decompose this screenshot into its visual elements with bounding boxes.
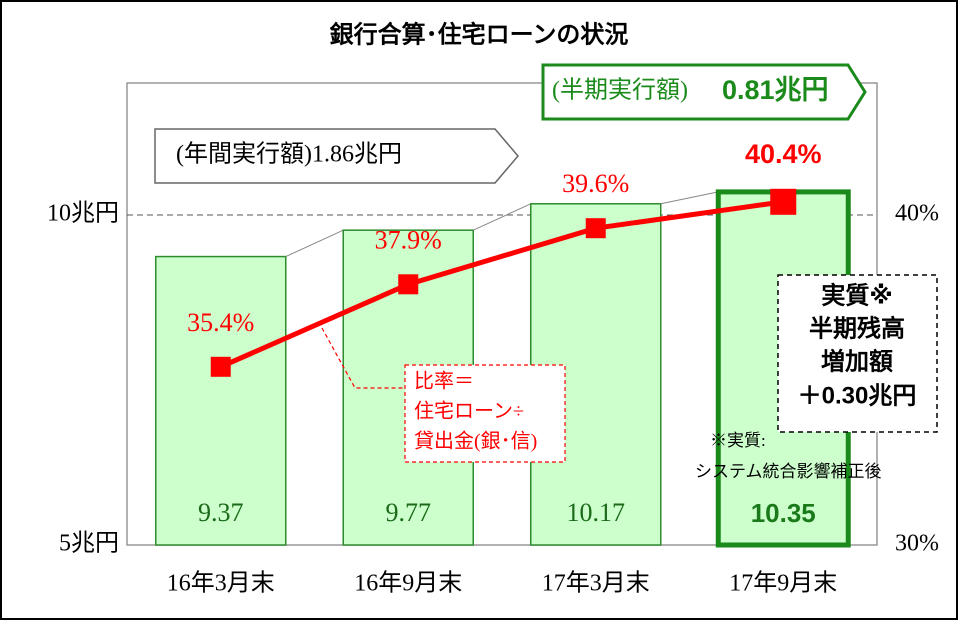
bar-value-label: 10.35 — [751, 498, 816, 528]
y2-tick-label: 40% — [895, 201, 939, 227]
ratio-leader — [321, 327, 405, 389]
connector — [660, 191, 719, 205]
increase-text: ＋0.30兆円 — [798, 382, 917, 409]
increase-box — [777, 274, 938, 433]
bar-value-label: 10.17 — [567, 498, 626, 527]
y-tick-label: 5兆円 — [59, 530, 119, 557]
annual-label: (年間実行額)1.86兆円 — [176, 141, 402, 168]
ratio-text: 住宅ローン÷ — [414, 400, 524, 423]
half-year-label: (半期実行額) — [552, 77, 688, 104]
bar-value-label: 9.37 — [198, 498, 244, 527]
y-tick-label: 10兆円 — [47, 200, 119, 227]
line-marker — [585, 218, 606, 239]
x-tick-label: 17年9月末 — [729, 570, 837, 597]
ratio-text: 比率＝ — [414, 370, 474, 393]
line-value-label: 35.4% — [187, 308, 254, 337]
x-tick-label: 16年9月末 — [354, 570, 462, 597]
half-year-box — [541, 63, 867, 121]
x-tick-label: 17年3月末 — [542, 570, 650, 597]
line-marker — [210, 356, 231, 377]
line-value-label: 40.4% — [745, 139, 822, 169]
line-value-label: 37.9% — [375, 225, 442, 254]
chart-title: 銀行合算･住宅ローンの状況 — [330, 20, 629, 48]
note-text: システム統合影響補正後 — [695, 462, 882, 481]
ratio-box — [404, 364, 566, 463]
connector — [473, 203, 531, 231]
bar — [155, 255, 287, 546]
line-marker — [398, 274, 419, 295]
x-tick-label: 16年3月末 — [167, 570, 275, 597]
increase-text: 実質※ — [821, 281, 892, 309]
line-value-label: 39.6% — [562, 169, 629, 198]
half-year-value: 0.81兆円 — [722, 75, 829, 105]
connector — [285, 229, 344, 258]
bar-value-label: 9.77 — [386, 498, 432, 527]
note-text: ※実質: — [710, 431, 766, 450]
line — [219, 199, 784, 370]
increase-text: 増加額 — [821, 347, 893, 375]
ratio-text: 貸出金(銀･信) — [414, 430, 537, 453]
increase-text: 半期残高 — [809, 314, 905, 342]
line-marker — [770, 188, 797, 215]
annual-box — [154, 128, 519, 184]
y2-tick-label: 30% — [895, 531, 939, 557]
